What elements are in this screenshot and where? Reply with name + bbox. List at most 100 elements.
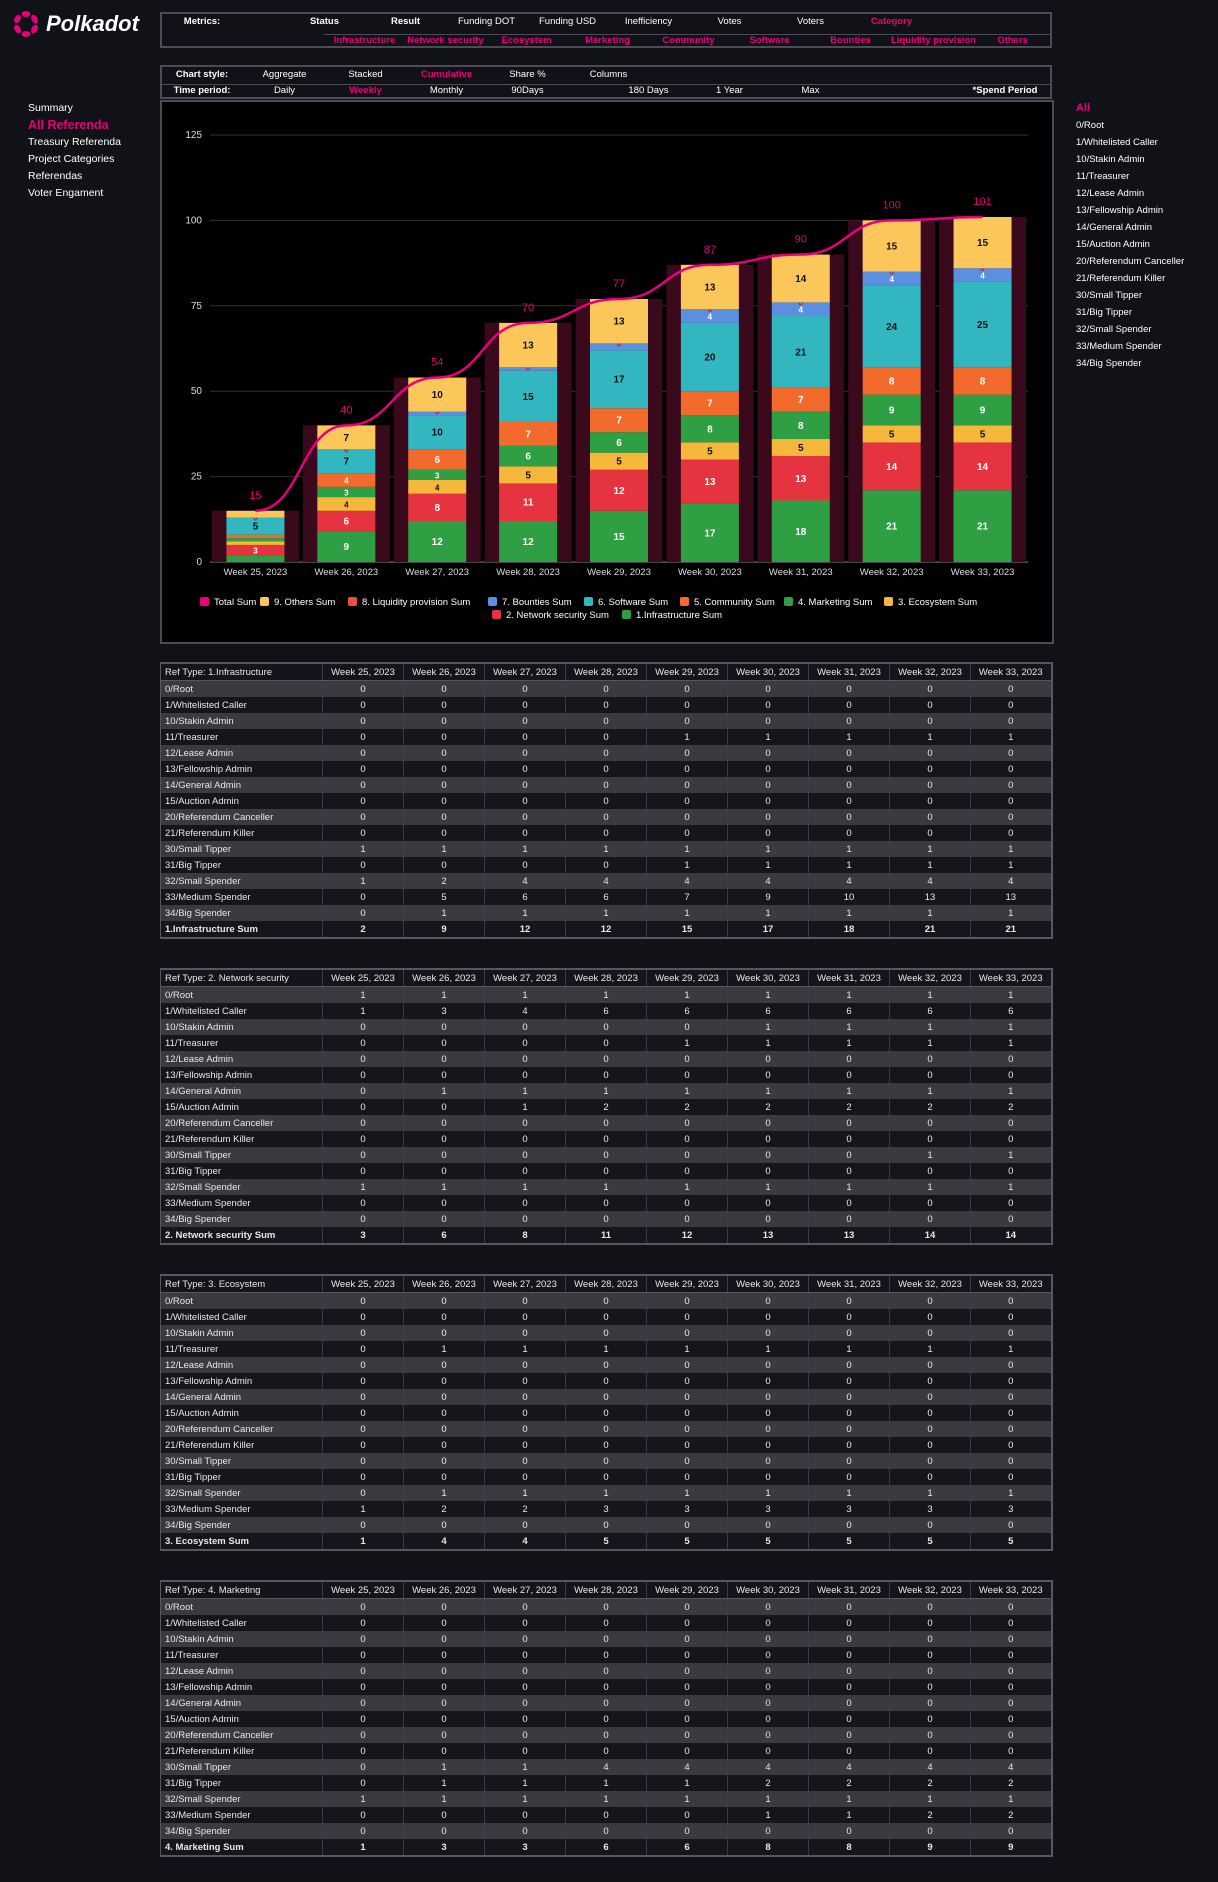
origin-item-21-referendum-killer[interactable]: 21/Referendum Killer (1076, 273, 1166, 284)
table-row: 21/Referendum Killer 0 0 0 0 0 0 0 0 0 (160, 825, 1053, 841)
bar-segment (317, 449, 376, 474)
origin-item-20-referendum-canceller[interactable]: 20/Referendum Canceller (1076, 256, 1185, 267)
table-cell: 0 (646, 1743, 728, 1759)
time-period-weekly[interactable]: Weekly (349, 85, 382, 96)
table-3-ecosystem-sum: Ref Type: 3. Ecosystem Week 25, 2023 Week … (160, 1274, 1053, 1551)
column-header: Week 28, 2023 (565, 968, 647, 987)
chart-style-share[interactable]: Share % (509, 69, 546, 80)
table-cell: 0 (403, 1131, 485, 1147)
metric-tab-votes[interactable]: Votes (717, 16, 742, 27)
table-cell: 0 (403, 1807, 485, 1823)
table-cell: 1 (322, 873, 404, 889)
origin-item-all[interactable]: All (1076, 102, 1091, 114)
origin-item-32-small-spender[interactable]: 32/Small Spender (1076, 324, 1152, 335)
metric-tab-status[interactable]: Status (309, 16, 340, 27)
table-cell: 0 (484, 1373, 566, 1389)
metric-tab-category[interactable]: Category (870, 16, 913, 27)
legend-label: 6. Software Sum (598, 597, 668, 608)
table-row: 30/Small Tipper 0 1 1 4 4 4 4 4 4 (160, 1759, 1053, 1775)
time-period-180-days[interactable]: 180 Days (628, 85, 669, 96)
category-tab-community[interactable]: Community (662, 35, 715, 46)
table-cell: 0 (727, 1679, 809, 1695)
category-tab-marketing[interactable]: Marketing (585, 35, 630, 46)
origin-item-10-stakin-admin[interactable]: 10/Stakin Admin (1076, 154, 1145, 165)
metric-tab-funding-usd[interactable]: Funding USD (538, 16, 597, 27)
origin-item-12-lease-admin[interactable]: 12/Lease Admin (1076, 188, 1145, 199)
row-label: 1/Whitelisted Caller (160, 1309, 323, 1325)
chart-style-cumulative[interactable]: Cumulative (420, 69, 473, 80)
table-cell: 0 (322, 1615, 404, 1631)
category-tab-ecosystem[interactable]: Ecosystem (501, 35, 552, 46)
nav-item-voter-engament[interactable]: Voter Engament (28, 187, 104, 199)
x-tick-label: Week 31, 2023 (769, 567, 833, 578)
table-cell: 0 (484, 1679, 566, 1695)
nav-item-project-categories[interactable]: Project Categories (28, 153, 115, 165)
data-label: 12 (613, 486, 625, 497)
table-row: 13/Fellowship Admin 0 0 0 0 0 0 0 0 0 (160, 761, 1053, 777)
table-cell: 1 (808, 1019, 890, 1035)
table-cell: 0 (808, 1823, 890, 1839)
table-cell: 0 (727, 1631, 809, 1647)
sum-cell: 1 (322, 1533, 404, 1551)
table-cell: 0 (403, 1647, 485, 1663)
category-tab-infrastructure[interactable]: Infrastructure (333, 35, 396, 46)
table-cell: 1 (970, 905, 1053, 921)
metric-tab-inefficiency[interactable]: Inefficiency (624, 16, 673, 27)
time-period-monthly[interactable]: Monthly (429, 85, 464, 96)
time-period-1-year[interactable]: 1 Year (716, 85, 743, 96)
chart-style-aggregate[interactable]: Aggregate (262, 69, 307, 80)
nav-item-referendas[interactable]: Referendas (28, 170, 83, 182)
table-cell: 0 (484, 1453, 566, 1469)
category-tab-software[interactable]: Software (749, 35, 790, 46)
table-cell: 1 (970, 1083, 1053, 1099)
sum-cell: 18 (808, 921, 890, 939)
origin-item-11-treasurer[interactable]: 11/Treasurer (1076, 171, 1130, 182)
category-tab-network-security[interactable]: Network security (407, 35, 484, 46)
bar-segment (499, 322, 558, 368)
sum-cell: 9 (403, 921, 485, 939)
table-cell: 0 (565, 809, 647, 825)
time-period-max[interactable]: Max (801, 85, 820, 96)
category-tab-liquidity-provision[interactable]: Liquidity provision (891, 35, 976, 46)
table-cell: 1 (889, 857, 971, 873)
table-cell: 0 (403, 1035, 485, 1051)
spend-period-note[interactable]: *Spend Period (972, 85, 1038, 96)
time-period-90days[interactable]: 90Days (511, 85, 544, 96)
table-cell: 1 (646, 1791, 728, 1807)
origin-item-34-big-spender[interactable]: 34/Big Spender (1076, 358, 1142, 369)
chart-style-stacked[interactable]: Stacked (348, 69, 383, 80)
data-label: 7 (798, 395, 804, 406)
table-cell: 0 (727, 1743, 809, 1759)
nav-item-treasury-referenda[interactable]: Treasury Referenda (28, 136, 121, 148)
table-cell: 0 (484, 1051, 566, 1067)
time-period-daily[interactable]: Daily (273, 85, 296, 96)
origin-item-13-fellowship-admin[interactable]: 13/Fellowship Admin (1076, 205, 1164, 216)
metric-tab-result[interactable]: Result (390, 16, 421, 27)
data-label: 15 (613, 532, 625, 543)
sum-cell: 15 (646, 921, 728, 939)
chart-style-columns[interactable]: Columns (589, 69, 628, 80)
metric-tab-funding-dot[interactable]: Funding DOT (457, 16, 516, 27)
origin-item-31-big-tipper[interactable]: 31/Big Tipper (1076, 307, 1132, 318)
nav-item-all-referenda[interactable]: All Referenda (28, 118, 109, 132)
table-cell: 1 (808, 1791, 890, 1807)
category-tab-bounties[interactable]: Bounties (830, 35, 871, 46)
polkadot-logo[interactable]: Polkadot (12, 10, 142, 38)
origin-item-14-general-admin[interactable]: 14/General Admin (1076, 222, 1153, 233)
origin-item-15-auction-admin[interactable]: 15/Auction Admin (1076, 239, 1150, 250)
table-cell: 1 (403, 1179, 485, 1195)
nav-item-summary[interactable]: Summary (28, 102, 73, 114)
table-cell: 6 (646, 1003, 728, 1019)
legend-label: 8. Liquidity provision Sum (362, 597, 470, 608)
data-label: 8 (980, 376, 986, 387)
origin-item-0-root[interactable]: 0/Root (1076, 120, 1104, 131)
metric-tab-voters[interactable]: Voters (797, 16, 824, 27)
origin-item-30-small-tipper[interactable]: 30/Small Tipper (1076, 290, 1143, 301)
table-cell: 0 (808, 1453, 890, 1469)
origin-item-33-medium-spender[interactable]: 33/Medium Spender (1076, 341, 1162, 352)
row-label: 31/Big Tipper (160, 1775, 323, 1791)
origin-item-1-whitelisted-caller[interactable]: 1/Whitelisted Caller (1076, 137, 1158, 148)
category-tab-others[interactable]: Others (997, 35, 1028, 46)
data-label: 13 (795, 474, 807, 485)
table-cell: 0 (322, 697, 404, 713)
